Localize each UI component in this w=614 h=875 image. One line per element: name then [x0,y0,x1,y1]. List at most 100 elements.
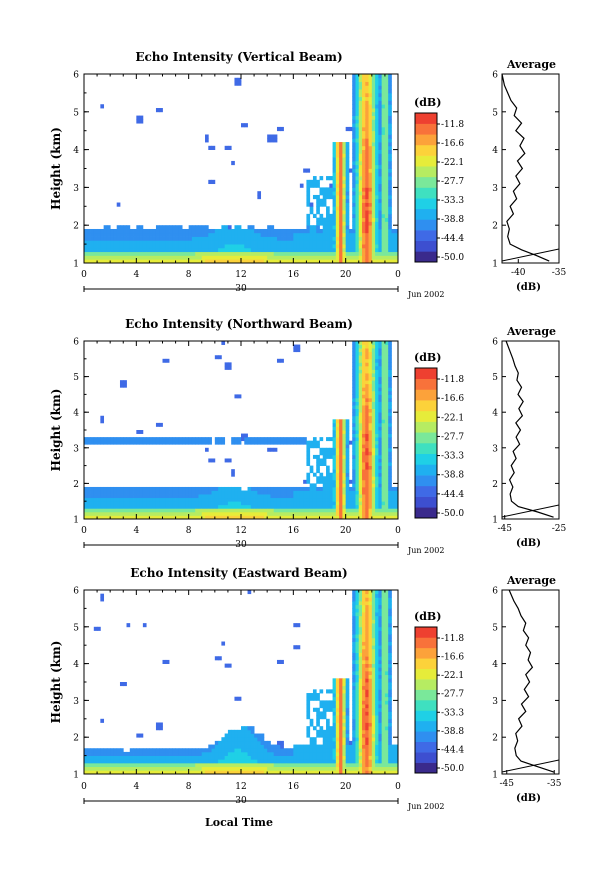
heatmap-cell [214,494,219,499]
heatmap-cell [355,179,360,185]
heatmap-cell [384,397,389,402]
heatmap-cell [139,236,144,241]
heatmap-cell [375,408,379,413]
heatmap-cell [352,696,356,701]
y-axis-label: Height (km) [49,389,63,472]
heatmap-cell [381,232,386,237]
heatmap-cell [358,85,363,90]
heatmap-cell [188,748,193,753]
heatmap-cell [319,447,324,452]
heatmap-cell [316,693,320,698]
heatmap-cell [159,440,163,445]
colorbar-swatch [415,378,437,390]
heatmap-cell [358,715,363,720]
heatmap-cell [100,759,105,764]
heatmap-cell [178,497,183,502]
heatmap-cell [142,759,147,764]
heatmap-cell [97,497,101,502]
heatmap-cell [368,604,373,609]
heatmap-cell [247,259,252,264]
colorbar-tick-label: -11.8 [441,375,464,385]
heatmap-cell [244,247,248,253]
heatmap-cell [119,225,124,230]
heatmap-cell [126,251,131,256]
heatmap-cell [368,626,373,631]
heatmap-cell [260,755,265,760]
heatmap-cell [133,232,137,237]
heatmap-cell [329,259,333,264]
heatmap-cell [365,508,369,513]
heatmap-cell [355,247,360,253]
profile-surface-line [501,248,560,262]
heatmap-cell [375,383,379,388]
heatmap-cell [227,737,232,742]
heatmap-cell [375,341,379,345]
heatmap-cell [218,232,222,237]
heatmap-cell [159,508,163,513]
heatmap-cell [342,244,347,249]
heatmap-cell [371,511,376,516]
heatmap-cell [244,437,248,442]
heatmap-cell [146,244,150,249]
heatmap-cell [332,236,337,241]
heatmap-cell [352,663,356,668]
heatmap-cell [276,440,281,445]
heatmap-cell [342,198,347,203]
heatmap-cell [126,755,131,760]
heatmap-cell [237,770,242,775]
heatmap-cell [381,612,386,617]
heatmap-cell [345,164,350,169]
heatmap-cell [378,179,383,185]
heatmap-cell [368,344,373,349]
heatmap-cell [103,251,108,256]
heatmap-cell [205,138,209,143]
heatmap-cell [159,504,163,509]
heatmap-cell [162,494,167,499]
heatmap-cell [155,762,160,768]
colorbar-unit: (dB) [414,96,441,109]
heatmap-cell [316,770,320,775]
heatmap-cell [162,358,167,363]
heatmap-cell [296,508,301,513]
heatmap-cell [299,486,304,491]
heatmap-cell [368,77,373,82]
heatmap-cell [224,740,229,745]
heatmap-cell [381,108,386,113]
heatmap-cell [368,351,373,356]
heatmap-cell [90,755,95,760]
heatmap-cell [84,486,88,491]
heatmap-cell [388,412,392,417]
heatmap-cell [221,251,226,256]
heatmap-cell [152,255,157,260]
heatmap-cell [185,486,190,491]
heatmap-cell [152,251,157,256]
heatmap-cell [273,501,278,506]
heatmap-cell [329,704,333,709]
heatmap-cell [247,770,252,775]
heatmap-cell [286,504,291,509]
heatmap-cell [296,515,301,520]
heatmap-cell [303,511,307,516]
heatmap-cell [371,630,376,635]
heatmap-cell [375,168,379,173]
heatmap-cell [352,225,356,230]
heatmap-cell [299,259,304,264]
heatmap-cell [352,149,356,154]
heatmap-cell [384,394,389,399]
heatmap-cell [316,696,320,701]
heatmap-cell [345,504,350,509]
heatmap-cell [362,744,366,749]
heatmap-cell [362,751,366,756]
heatmap-cell [384,715,389,720]
heatmap-cell [332,685,337,690]
heatmap-cell [326,737,330,742]
heatmap-cell [312,504,317,509]
heatmap-cell [362,726,366,731]
heatmap-cell [352,670,356,676]
heatmap-cell [326,770,330,775]
heatmap-cell [110,247,114,253]
heatmap-cell [257,770,262,775]
heatmap-cell [182,259,186,264]
heatmap-cell [378,689,383,694]
heatmap-cell [384,759,389,764]
